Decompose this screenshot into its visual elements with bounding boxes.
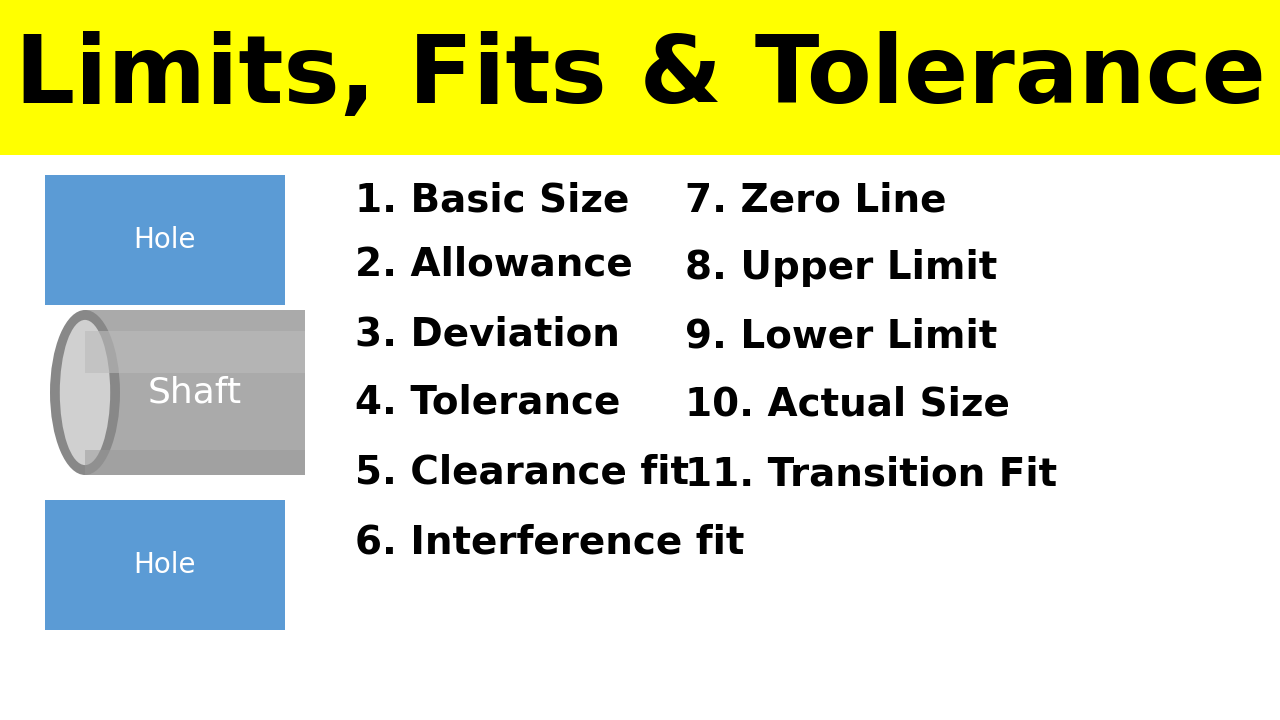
- Text: 9. Lower Limit: 9. Lower Limit: [685, 318, 997, 356]
- Text: 1. Basic Size: 1. Basic Size: [355, 181, 630, 219]
- Text: 6. Interference fit: 6. Interference fit: [355, 523, 745, 561]
- Text: Hole: Hole: [133, 226, 196, 254]
- Text: 2. Allowance: 2. Allowance: [355, 246, 632, 284]
- Text: 11. Transition Fit: 11. Transition Fit: [685, 456, 1057, 494]
- Text: 7. Zero Line: 7. Zero Line: [685, 181, 946, 219]
- Text: 5. Clearance fit: 5. Clearance fit: [355, 454, 689, 492]
- Bar: [45, 500, 285, 630]
- Text: 3. Deviation: 3. Deviation: [355, 316, 620, 354]
- Text: Limits, Fits & Tolerance: Limits, Fits & Tolerance: [14, 32, 1266, 124]
- Text: 4. Tolerance: 4. Tolerance: [355, 383, 621, 421]
- Bar: [45, 175, 285, 305]
- Text: Shaft: Shaft: [148, 376, 242, 410]
- Bar: [84, 331, 305, 373]
- Text: Hole: Hole: [133, 551, 196, 579]
- Ellipse shape: [50, 310, 120, 475]
- Bar: [0, 0, 1280, 155]
- Text: 10. Actual Size: 10. Actual Size: [685, 386, 1010, 424]
- Ellipse shape: [60, 320, 110, 465]
- Bar: [84, 310, 305, 475]
- Bar: [84, 450, 305, 475]
- Text: 8. Upper Limit: 8. Upper Limit: [685, 249, 997, 287]
